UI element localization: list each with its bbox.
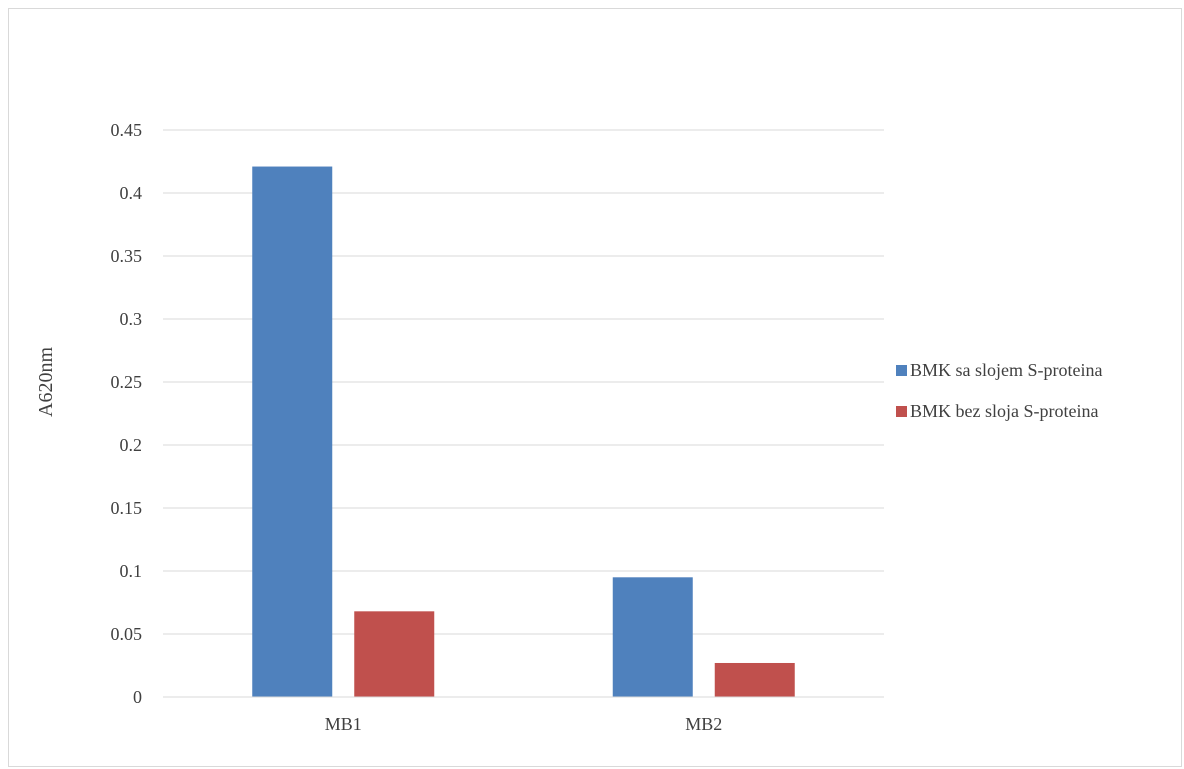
legend-label: BMK sa slojem S-proteina [910, 360, 1102, 380]
y-tick-label: 0.35 [111, 246, 143, 266]
x-tick-label: MB1 [325, 714, 362, 734]
x-axis-tick-labels: MB1 MB2 [325, 714, 723, 734]
y-axis-tick-labels: 0 0.05 0.1 0.15 0.2 0.25 0.3 0.35 0.4 0.45 [111, 120, 143, 707]
y-tick-label: 0.3 [120, 309, 143, 329]
legend-swatch [896, 365, 907, 376]
y-tick-label: 0.45 [111, 120, 143, 140]
chart-frame [8, 8, 1182, 767]
x-tick-label: MB2 [685, 714, 722, 734]
bar-mb2-series-2 [714, 662, 795, 697]
y-tick-label: 0.05 [111, 624, 143, 644]
legend-label: BMK bez sloja S-proteina [910, 401, 1098, 421]
y-axis-title: A620nm [35, 347, 57, 417]
y-tick-label: 0.2 [120, 435, 143, 455]
bar-mb1-series-1 [252, 166, 333, 698]
y-tick-label: 0.25 [111, 372, 143, 392]
legend-swatch [896, 406, 907, 417]
y-tick-label: 0.1 [120, 561, 143, 581]
y-tick-label: 0.4 [120, 183, 143, 203]
bar-mb1-series-2 [354, 611, 435, 697]
bar-mb2-series-1 [612, 577, 693, 697]
legend: BMK sa slojem S-proteina BMK bez sloja S-… [896, 360, 1102, 421]
bars [252, 166, 795, 698]
y-tick-label: 0 [133, 687, 142, 707]
y-tick-label: 0.15 [111, 498, 143, 518]
